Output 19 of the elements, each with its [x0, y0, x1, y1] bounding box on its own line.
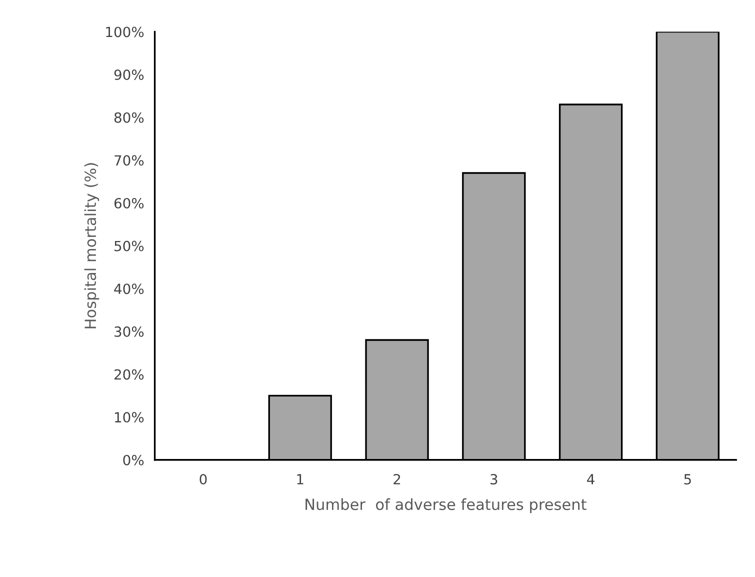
- y-tick-label: 70%: [114, 155, 144, 166]
- x-tick-label: 1: [297, 474, 304, 484]
- y-tick-label: 20%: [114, 369, 144, 380]
- y-tick-label: 30%: [114, 326, 144, 337]
- x-tick-label: 0: [200, 474, 207, 485]
- x-axis-title: Number of adverse features present: [306, 498, 586, 514]
- y-tick-label: 10%: [115, 412, 144, 423]
- y-tick-label: 60%: [114, 198, 144, 208]
- y-axis-title: Hospital mortality (%): [84, 163, 100, 328]
- y-tick-label: 100%: [106, 26, 144, 38]
- y-tick-label: 90%: [114, 70, 144, 80]
- x-tick-label: 4: [587, 474, 594, 484]
- y-tick-label: 80%: [114, 112, 144, 123]
- x-tick-label: 3: [490, 474, 498, 485]
- y-tick-label: 40%: [114, 284, 144, 294]
- y-tick-label: 0%: [123, 454, 144, 466]
- y-tick-label: 50%: [114, 240, 144, 252]
- x-tick-label: 2: [394, 474, 400, 484]
- x-tick-label: 5: [684, 474, 691, 485]
